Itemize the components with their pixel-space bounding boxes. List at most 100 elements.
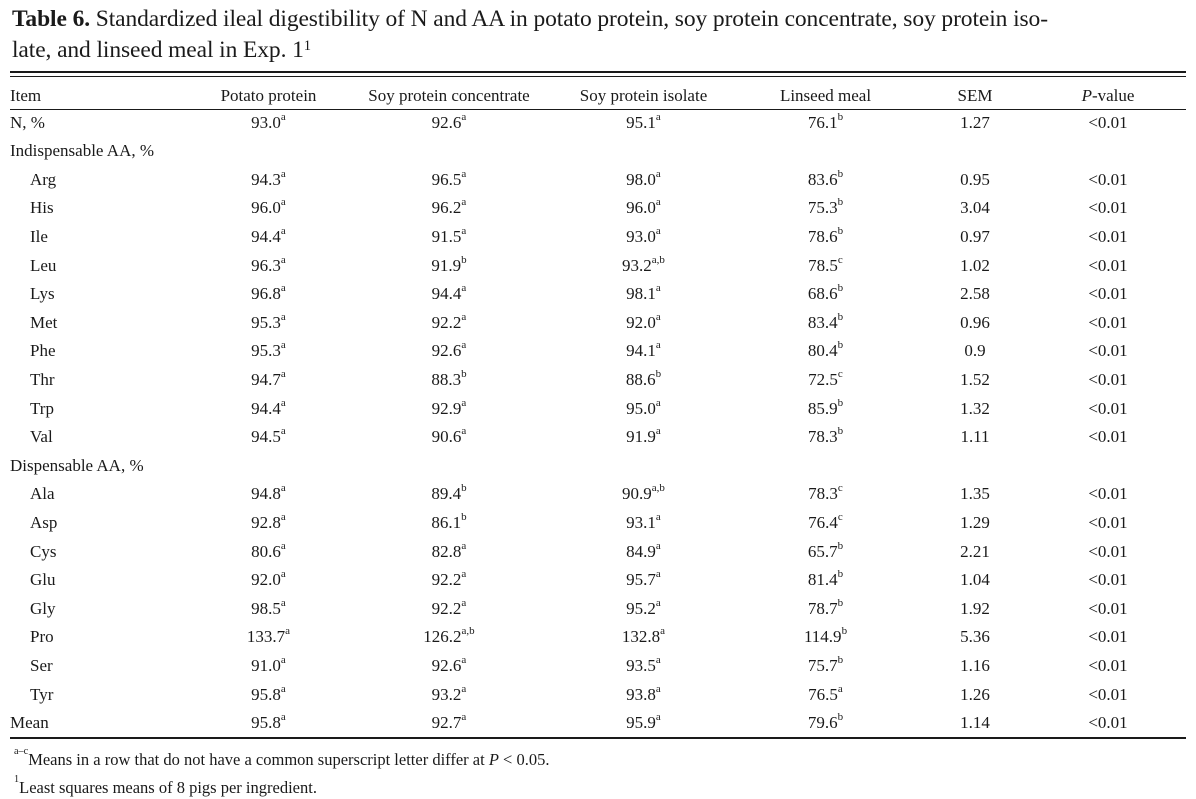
cell-potato: 96.3a (195, 251, 342, 280)
row-label: Gly (30, 598, 56, 618)
cell-superscript: a (461, 110, 467, 123)
cell-value: 89.4 (431, 484, 462, 504)
cell-value: 92.2 (431, 570, 462, 590)
cell-value: 91.9 (626, 427, 656, 447)
cell-pvalue: <0.01 (1088, 312, 1128, 332)
cell-linseed (731, 452, 920, 481)
cell-pvalue: <0.01 (1088, 513, 1128, 533)
table-row: His 96.0a 96.2a 96.0a 75.3b 3.04 <0.01 (10, 194, 1186, 223)
cell-linseed: 85.9b (731, 394, 920, 423)
cell-superscript: b (837, 339, 844, 352)
cell-linseed: 80.4b (731, 337, 920, 366)
cell-value: 75.3 (807, 198, 838, 218)
cell-value: 92.9 (431, 398, 462, 418)
table-row: Gly 98.5a 92.2a 95.2a 78.7b 1.92 <0.01 (10, 595, 1186, 624)
cell-linseed: 79.6b (731, 709, 920, 738)
section-row: Dispensable AA, % (10, 452, 1186, 481)
cell-value: 96.2 (431, 198, 462, 218)
cell-superscript: b (837, 110, 844, 123)
table-row: Tyr 95.8a 93.2a 93.8a 76.5a 1.26 <0.01 (10, 680, 1186, 709)
cell-potato: 94.4a (195, 223, 342, 252)
cell-value: 76.4 (808, 513, 838, 533)
cell-spi: 95.9a (556, 709, 731, 738)
cell-superscript: a (280, 511, 286, 524)
cell-value: 78.5 (808, 255, 838, 275)
cell-spc: 94.4a (342, 280, 556, 309)
cell-potato: 94.5a (195, 423, 342, 452)
cell-linseed: 72.5c (731, 366, 920, 395)
table-row: Glu 92.0a 92.2a 95.7a 81.4b 1.04 <0.01 (10, 566, 1186, 595)
caption-text-line2: late, and linseed meal in Exp. 1 (12, 37, 304, 63)
cell-sem: 2.21 (960, 541, 990, 561)
cell-potato: 133.7a (195, 623, 342, 652)
cell-superscript: b (837, 225, 844, 238)
cell-value: 96.3 (251, 255, 281, 275)
cell-linseed: 68.6b (731, 280, 920, 309)
cell-superscript: a (280, 368, 286, 381)
cell-value: 88.6 (625, 370, 656, 390)
cell-pvalue: <0.01 (1088, 370, 1128, 390)
cell-spc: 126.2a,b (342, 623, 556, 652)
cell-value: 94.3 (251, 169, 281, 189)
cell-potato: 96.0a (195, 194, 342, 223)
cell-pvalue: <0.01 (1088, 570, 1128, 590)
cell-superscript: b (837, 196, 844, 209)
cell-superscript: a (280, 253, 286, 266)
cell-potato: 98.5a (195, 595, 342, 624)
cell-superscript: a (280, 539, 286, 552)
cell-pvalue: <0.01 (1088, 627, 1128, 647)
cell-superscript: a (461, 568, 467, 581)
cell-value: 94.4 (431, 284, 462, 304)
cell-spi (556, 452, 731, 481)
cell-superscript: a (285, 625, 291, 638)
col-header-potato: Potato protein (220, 86, 317, 105)
cell-sem: 0.9 (964, 341, 986, 361)
cell-sem: 1.16 (960, 655, 990, 675)
cell-superscript: b (837, 396, 844, 409)
cell-pvalue: <0.01 (1088, 598, 1128, 618)
cell-superscript: a (280, 425, 286, 438)
cell-value: 90.9 (622, 484, 652, 504)
cell-spc: 86.1b (342, 509, 556, 538)
cell-value: 95.3 (251, 341, 281, 361)
cell-superscript: b (837, 596, 844, 609)
cell-value: 91.5 (431, 227, 462, 247)
cell-sem: 1.04 (960, 570, 990, 590)
cell-potato: 93.0a (195, 108, 342, 137)
cell-value: 98.5 (251, 598, 281, 618)
table-row: Ile 94.4a 91.5a 93.0a 78.6b 0.97 <0.01 (10, 223, 1186, 252)
cell-value: 94.8 (251, 484, 281, 504)
cell-superscript: b (837, 167, 844, 180)
cell-spi: 95.2a (556, 595, 731, 624)
col-header-spc: Soy protein concentrate (368, 86, 530, 105)
cell-value: 76.1 (807, 112, 838, 132)
cell-spi: 94.1a (556, 337, 731, 366)
cell-superscript: a (280, 225, 286, 238)
cell-superscript: a (655, 596, 661, 609)
cell-spi: 95.7a (556, 566, 731, 595)
cell-value: 92.7 (431, 713, 462, 733)
cell-superscript: a (280, 167, 286, 180)
cell-superscript: a (461, 225, 467, 238)
cell-value: 92.0 (251, 570, 281, 590)
cell-spc: 92.7a (342, 709, 556, 738)
cell-spi: 93.2a,b (556, 251, 731, 280)
caption-footnote-ref: 1 (303, 38, 311, 54)
cell-spc: 92.6a (342, 337, 556, 366)
cell-potato: 95.3a (195, 337, 342, 366)
row-label: His (30, 198, 54, 218)
footnote-lsmeans-sup: 1 (14, 774, 20, 785)
cell-value: 78.7 (807, 598, 838, 618)
cell-superscript: b (837, 539, 844, 552)
row-label: Phe (30, 341, 56, 361)
cell-value: 91.9 (431, 255, 462, 275)
cell-value: 94.4 (251, 398, 281, 418)
cell-superscript: a,b (651, 482, 665, 495)
cell-superscript: b (837, 653, 844, 666)
cell-sem: 1.26 (960, 684, 990, 704)
cell-value: 84.9 (626, 541, 656, 561)
cell-spc: 96.2a (342, 194, 556, 223)
cell-value: 93.2 (431, 684, 462, 704)
row-label: Ile (30, 227, 48, 247)
